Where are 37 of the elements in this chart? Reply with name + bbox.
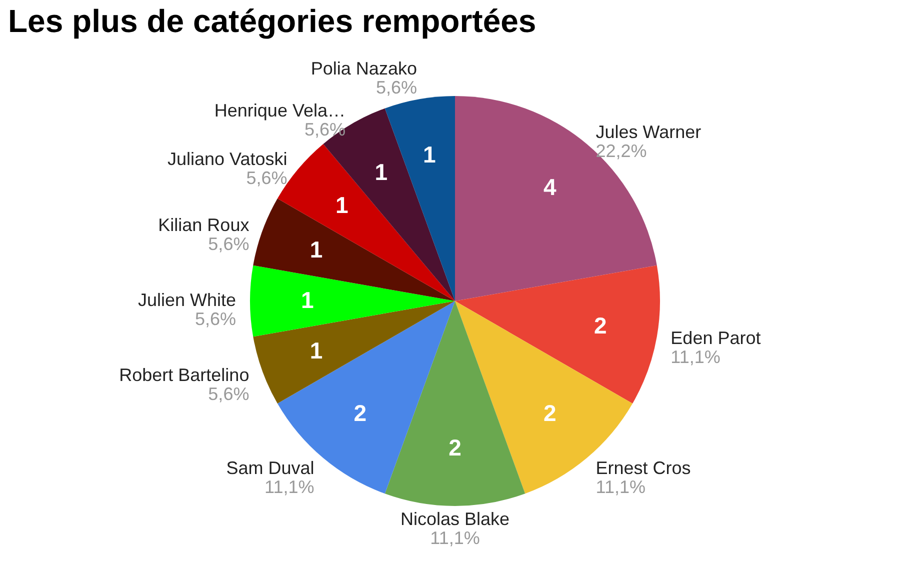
text: 5,6% <box>246 168 288 188</box>
text: 11,1% <box>596 476 646 497</box>
pie-slice <box>250 265 455 337</box>
text: 5,6% <box>208 384 250 404</box>
slice-label: Polia Nazako <box>310 58 417 78</box>
slice-label: Ernest Cros <box>596 458 691 478</box>
data-label: 1 <box>310 337 323 364</box>
data-label: 1 <box>336 192 349 218</box>
slice-label: Jules Warner <box>596 122 702 142</box>
text: 11,1% <box>264 476 314 497</box>
data-label: 1 <box>310 236 323 263</box>
text: 5,6% <box>208 234 250 254</box>
pie-slice <box>384 301 526 506</box>
text: 22,2% <box>596 141 647 162</box>
pie-slice <box>455 265 660 404</box>
slice-label: Robert Bartelino <box>119 364 250 385</box>
slice-label: Eden Parot <box>670 328 761 348</box>
text: 11,1% <box>670 347 720 368</box>
data-label: 2 <box>543 400 556 426</box>
text: 5,6% <box>304 119 346 140</box>
data-label: 1 <box>374 159 388 186</box>
text: 5,6% <box>376 77 417 98</box>
text: 5,6% <box>194 309 236 329</box>
data-label: 2 <box>594 312 607 339</box>
data-label: 2 <box>354 400 367 426</box>
data-label: 2 <box>448 434 462 461</box>
slice-label: Julien White <box>138 290 236 310</box>
data-label: 1 <box>301 287 314 313</box>
data-label: 1 <box>422 142 436 168</box>
chart-title: Les plus de catégories remportées <box>8 3 536 39</box>
slice-label: Juliano Vatoski <box>168 149 288 170</box>
data-label: 4 <box>543 174 556 200</box>
slice-label: Nicolas Blake <box>400 509 510 529</box>
text: 11,1% <box>430 528 480 548</box>
slice-label: Kilian Roux <box>158 215 250 236</box>
slice-label: Henrique Vela… <box>214 100 346 120</box>
slice-label: Sam Duval <box>226 458 314 478</box>
